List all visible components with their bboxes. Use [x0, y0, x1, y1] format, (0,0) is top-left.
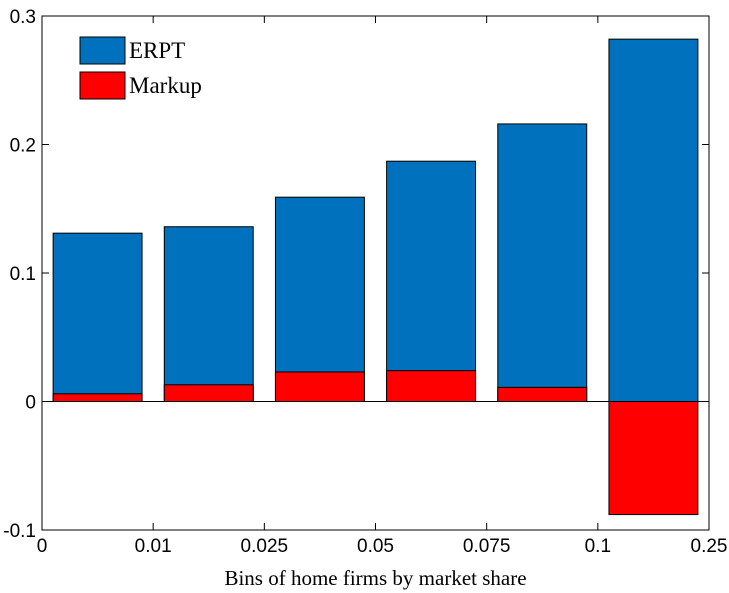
bar-erpt-4: [386, 160, 477, 402]
bar-markup-1: [52, 393, 143, 403]
y-tick-label: 0.1: [10, 264, 36, 285]
bar-markup-2: [163, 384, 254, 403]
x-tick-label: 0.1: [585, 536, 611, 557]
legend-swatch-erpt: [79, 36, 126, 65]
x-tick-label: 0.05: [357, 536, 394, 557]
bars-layer: [52, 38, 699, 516]
x-tick-label: 0.075: [463, 536, 511, 557]
bar-erpt-1: [52, 232, 143, 402]
legend-label-markup: Markup: [129, 73, 202, 98]
ticks-layer: -0.100.10.20.30 0.01 0.025 0.05 0.075 0.1 0.25: [3, 7, 727, 557]
bar-erpt-3: [274, 196, 365, 402]
x-tick-label: 0.025: [241, 536, 289, 557]
bar-markup-5: [497, 386, 588, 402]
y-tick-label: -0.1: [3, 521, 36, 542]
x-axis-label: Bins of home firms by market share: [224, 566, 526, 590]
legend-label-erpt: ERPT: [129, 38, 185, 63]
bar-markup-4: [386, 370, 477, 403]
legend-swatch-markup: [79, 71, 126, 100]
bar-markup-3: [274, 371, 365, 403]
legend: ERPT Markup: [79, 36, 202, 100]
plot-background: [42, 16, 709, 530]
y-tick-label: 0.2: [10, 136, 36, 157]
y-tick-label: 0: [25, 393, 36, 414]
bar-erpt-6: [608, 38, 699, 402]
x-tick-label: 0: [37, 536, 48, 557]
bar-markup-6: [608, 401, 699, 516]
bar-erpt-2: [163, 226, 254, 402]
x-tick-label: 0.25: [691, 536, 728, 557]
bar-erpt-5: [497, 123, 588, 402]
x-tick-label: 0.01: [135, 536, 172, 557]
y-tick-label: 0.3: [10, 7, 36, 28]
